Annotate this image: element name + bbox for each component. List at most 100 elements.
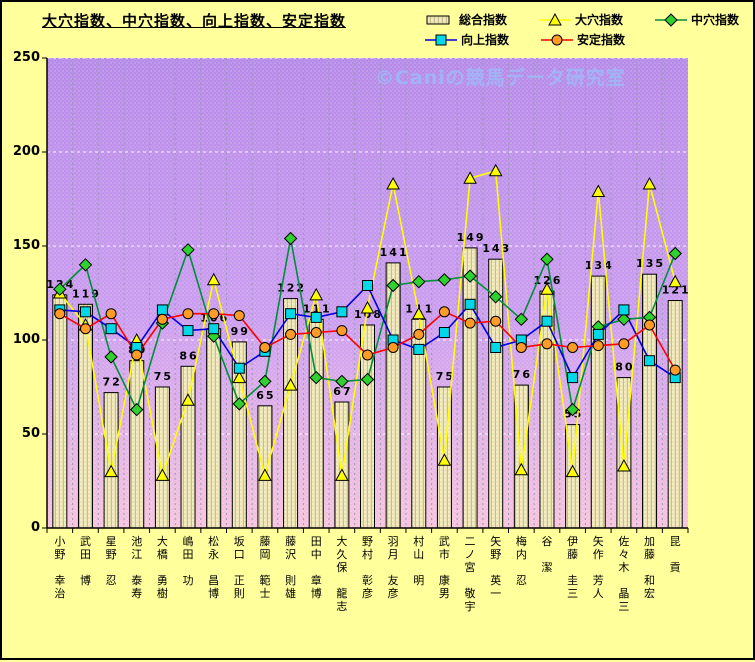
series-antei-marker xyxy=(156,313,168,325)
series-ooana-marker xyxy=(181,393,195,406)
series-antei-marker xyxy=(644,319,655,331)
bar-value-label: 143 xyxy=(482,242,511,255)
x-category-label: 星野 忍 xyxy=(105,535,117,587)
series-antei-marker xyxy=(567,342,579,353)
series-koujou-marker xyxy=(464,298,476,310)
series-antei-marker xyxy=(592,340,604,352)
series-koujou-marker xyxy=(644,355,655,367)
series-koujou-marker xyxy=(362,280,373,291)
x-category-label: 野村 彰彦 xyxy=(362,535,373,600)
bar-value-label: 135 xyxy=(636,257,665,270)
bar-value-label: 134 xyxy=(585,259,614,272)
series-antei-marker xyxy=(438,306,450,318)
series-ooana-marker xyxy=(617,458,631,472)
bar-value-label: 72 xyxy=(102,376,121,389)
x-category-label: 田中 章博 xyxy=(310,535,322,600)
legend-label: 中穴指数 xyxy=(691,13,740,27)
series-koujou-marker xyxy=(208,323,220,335)
series-antei-marker xyxy=(131,349,143,361)
y-tick-label: 100 xyxy=(12,332,40,347)
bar-value-label: 80 xyxy=(615,361,634,374)
bar-value-label: 76 xyxy=(513,368,532,381)
series-ooana-marker xyxy=(258,468,272,481)
bar-value-label: 119 xyxy=(72,287,101,300)
bar xyxy=(462,247,478,529)
legend-row-2: 向上指数 安定指数 xyxy=(425,31,625,48)
series-ooana-marker xyxy=(437,453,452,466)
series-antei-marker xyxy=(259,342,271,353)
bar-value-label: 111 xyxy=(303,302,332,315)
series-chuuana-marker xyxy=(412,274,426,289)
bar xyxy=(334,401,350,529)
series-koujou-marker xyxy=(336,306,348,318)
series-ooana-marker xyxy=(386,176,400,190)
y-tick-label: 0 xyxy=(30,520,40,535)
series-chuuana-marker xyxy=(104,350,118,364)
series-chuuana-marker xyxy=(360,372,375,387)
series-ooana-marker xyxy=(206,272,221,286)
legend-marker-circle xyxy=(551,34,563,45)
x-category-label: 佐々木 晶三 xyxy=(618,535,630,613)
series-ooana-marker xyxy=(514,462,529,476)
series-ooana-marker xyxy=(411,306,426,320)
series-ooana-marker xyxy=(463,171,477,184)
series-antei-marker xyxy=(413,328,425,340)
series-chuuana-marker xyxy=(668,246,682,261)
legend-bar-swatch xyxy=(426,15,450,24)
series-antei-marker xyxy=(182,308,194,320)
bar xyxy=(667,300,683,529)
bar xyxy=(257,405,273,529)
series-ooana-marker xyxy=(309,287,324,301)
series-antei-marker xyxy=(387,342,399,353)
series-ooana-marker xyxy=(591,184,606,197)
x-category-label: 藤沢 則雄 xyxy=(285,535,297,600)
x-category-label: 大橋 勇樹 xyxy=(156,535,168,600)
series-antei-marker xyxy=(233,310,245,322)
series-antei-marker xyxy=(285,328,297,340)
bar xyxy=(616,377,632,529)
x-category-label: 矢野 英一 xyxy=(490,535,502,600)
series-ooana-marker xyxy=(335,468,349,481)
series-antei-markers xyxy=(54,306,681,376)
series-antei-marker xyxy=(515,342,527,353)
legend-circle-swatch xyxy=(541,34,574,45)
x-category-label: 加藤 和宏 xyxy=(644,535,656,600)
legend-label: 総合指数 xyxy=(459,13,508,27)
bar-value-label: 122 xyxy=(277,282,306,295)
bar xyxy=(180,365,196,529)
series-antei-marker xyxy=(310,327,322,338)
legend-marker-diamond xyxy=(664,12,678,27)
series-ooana-marker xyxy=(232,370,247,384)
series-antei-marker xyxy=(54,308,66,320)
bar-value-label: 75 xyxy=(436,370,455,383)
series-chuuana-marker xyxy=(488,290,503,304)
series-antei-marker xyxy=(208,308,220,320)
x-category-label: 武田 博 xyxy=(79,535,91,587)
series-antei-marker xyxy=(618,338,630,350)
x-category-label: 矢作 芳人 xyxy=(592,535,604,600)
x-category-label: 松永 昌博 xyxy=(208,535,220,600)
legend-item-square: 向上指数 xyxy=(425,31,509,48)
y-tick-label: 50 xyxy=(21,426,40,441)
series-chuuana-marker xyxy=(258,374,272,389)
series-sougou-bars xyxy=(52,247,683,529)
series-koujou-marker xyxy=(618,304,630,316)
series-ooana-marker xyxy=(155,468,170,481)
bar-value-label: 67 xyxy=(333,385,352,398)
x-category-label: 村山 明 xyxy=(413,535,425,587)
series-ooana-marker xyxy=(360,300,375,314)
series-koujou-marker xyxy=(567,372,579,384)
x-category-label: 谷 潔 xyxy=(541,535,553,574)
legend-diamond-swatch xyxy=(655,12,688,27)
series-ooana-marker xyxy=(565,464,580,478)
series-antei-marker xyxy=(541,338,553,350)
bar xyxy=(52,294,68,529)
series-ooana-marker xyxy=(668,274,683,288)
bar xyxy=(103,392,119,529)
legend-square-swatch xyxy=(425,34,457,45)
y-tick-label: 150 xyxy=(12,238,40,253)
legend-item-circle: 安定指数 xyxy=(541,31,625,48)
series-koujou-marker xyxy=(285,308,297,320)
x-category-label: 嶋田 功 xyxy=(182,535,194,587)
